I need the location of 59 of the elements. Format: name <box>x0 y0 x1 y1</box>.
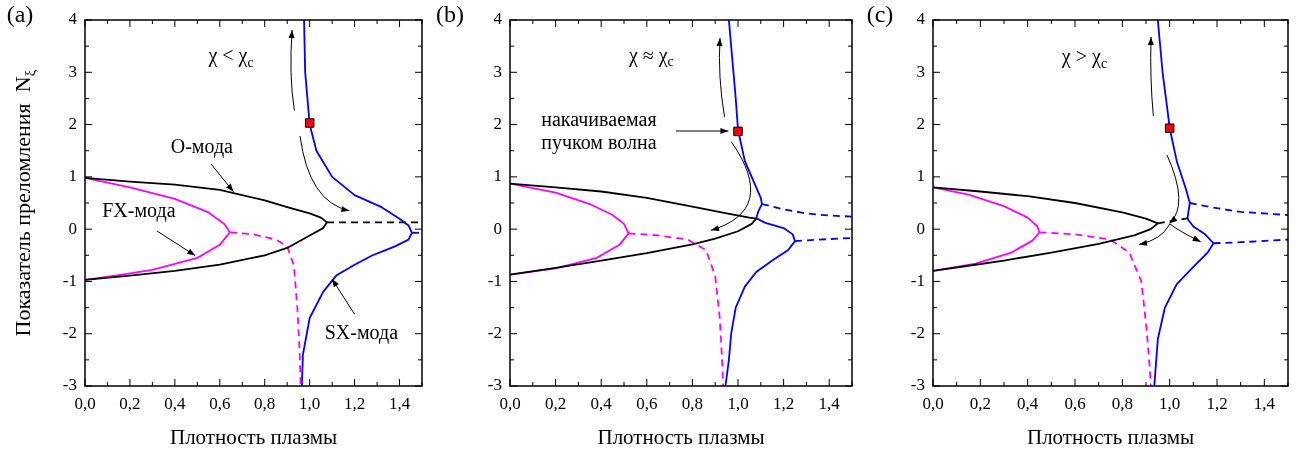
y-tick-label: 2 <box>493 114 502 134</box>
y-tick-label: 3 <box>493 61 502 81</box>
x-tick-label: 0,0 <box>499 393 521 413</box>
y-tick-label: 3 <box>916 61 925 81</box>
x-tick-label: 1,0 <box>299 393 321 413</box>
annotation: накачиваемая пучком волна <box>541 108 657 155</box>
x-tick-label: 0,4 <box>1017 393 1039 413</box>
x-tick-label: 1,2 <box>343 393 366 413</box>
x-tick-label: 1,0 <box>1159 393 1181 413</box>
annotation: SX-мода <box>324 320 399 344</box>
y-tick-label: 1 <box>916 166 925 186</box>
x-axis-title: Плотность плазмы <box>1026 424 1195 449</box>
x-axis-title: Плотность плазмы <box>597 424 765 449</box>
y-tick-label: -3 <box>910 375 925 395</box>
x-tick-label: 0,8 <box>681 393 704 413</box>
y-axis-title: Показатель преломления Nξ <box>9 69 38 337</box>
y-tick-label: -3 <box>487 375 502 395</box>
x-tick-label: 0,0 <box>74 393 96 413</box>
y-tick-label: -2 <box>910 323 925 343</box>
chart-title: (b) <box>436 1 464 28</box>
x-tick-label: 1,4 <box>818 393 841 413</box>
y-tick-label: 2 <box>68 114 77 134</box>
chart-title: (a) <box>6 1 34 28</box>
x-tick-label: 0,2 <box>119 393 141 413</box>
x-tick-label: 0,6 <box>636 393 658 413</box>
x-tick-label: 1,2 <box>772 393 795 413</box>
y-tick-label: 0 <box>68 218 77 238</box>
y-tick-label: -2 <box>62 323 77 343</box>
y-tick-label: 4 <box>916 9 926 29</box>
y-tick-label: 3 <box>68 61 77 81</box>
x-tick-label: 0,8 <box>254 393 276 413</box>
y-tick-label: 0 <box>493 218 502 238</box>
x-tick-label: 0,2 <box>544 393 567 413</box>
y-tick-label: -1 <box>487 270 502 290</box>
x-tick-label: 1,0 <box>727 393 749 413</box>
chart-title: (c) <box>866 1 894 28</box>
annotation: FX-мода <box>102 198 176 222</box>
y-tick-label: -1 <box>62 270 77 290</box>
y-tick-label: -2 <box>487 323 502 343</box>
x-axis-title: Плотность плазмы <box>169 424 338 449</box>
y-tick-label: 2 <box>916 114 925 134</box>
y-tick-label: 1 <box>68 166 77 186</box>
annotation: O-мода <box>170 134 234 158</box>
x-tick-label: 0,4 <box>164 393 186 413</box>
x-tick-label: 1,2 <box>1206 393 1228 413</box>
x-tick-label: 0,0 <box>922 393 944 413</box>
x-tick-label: 1,4 <box>388 393 411 413</box>
y-tick-label: -3 <box>62 375 77 395</box>
x-tick-label: 0,4 <box>590 393 613 413</box>
x-tick-label: 0,6 <box>1064 393 1086 413</box>
y-tick-label: 4 <box>493 9 503 29</box>
y-tick-label: 0 <box>916 218 925 238</box>
x-tick-label: 0,6 <box>209 393 231 413</box>
y-tick-label: -1 <box>910 270 925 290</box>
y-tick-label: 1 <box>493 166 502 186</box>
x-tick-label: 0,2 <box>969 393 991 413</box>
x-tick-label: 1,4 <box>1253 393 1276 413</box>
y-tick-label: 4 <box>68 9 78 29</box>
x-tick-label: 0,8 <box>1111 393 1133 413</box>
